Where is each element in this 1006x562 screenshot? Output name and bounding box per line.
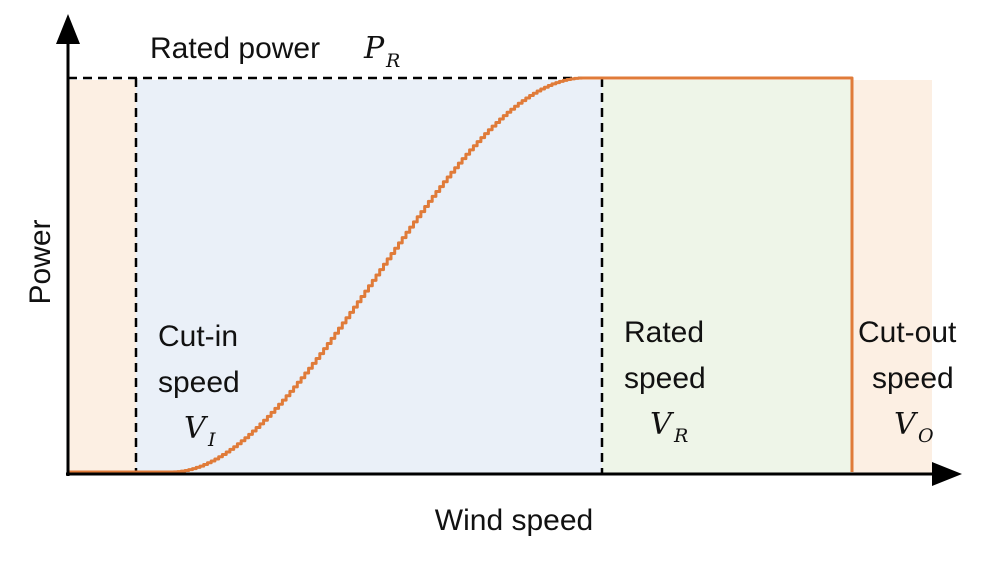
region-above-cut-out	[852, 80, 932, 474]
cut-in-symbol: V	[184, 411, 209, 446]
rated-speed-label-line1: Rated	[624, 316, 704, 349]
cut-in-label-line1: Cut-in	[158, 320, 238, 353]
region-rated-to-cut-out	[602, 80, 852, 474]
rated-speed-symbol: V	[650, 407, 675, 442]
rated-power-label: Rated power	[150, 32, 320, 65]
y-axis-arrow-icon	[56, 14, 80, 44]
rated-speed-subscript: R	[673, 425, 688, 447]
region-cut-in-to-rated	[136, 80, 602, 474]
cut-out-label-line2: speed	[872, 362, 954, 395]
rated-power-subscript: R	[385, 50, 400, 72]
cut-out-subscript: O	[918, 425, 934, 447]
cut-in-label-line2: speed	[158, 366, 240, 399]
x-axis-label: Wind speed	[435, 504, 593, 537]
y-axis-label: Power	[24, 219, 57, 304]
cut-out-symbol: V	[894, 407, 919, 442]
rated-speed-label-line2: speed	[624, 362, 706, 395]
cut-in-subscript: I	[207, 429, 216, 451]
region-below-cut-in	[68, 80, 136, 474]
cut-out-label-line1: Cut-out	[858, 316, 957, 349]
x-axis-arrow-icon	[932, 462, 962, 486]
rated-power-symbol: P	[363, 31, 385, 66]
power-curve	[68, 76, 854, 474]
